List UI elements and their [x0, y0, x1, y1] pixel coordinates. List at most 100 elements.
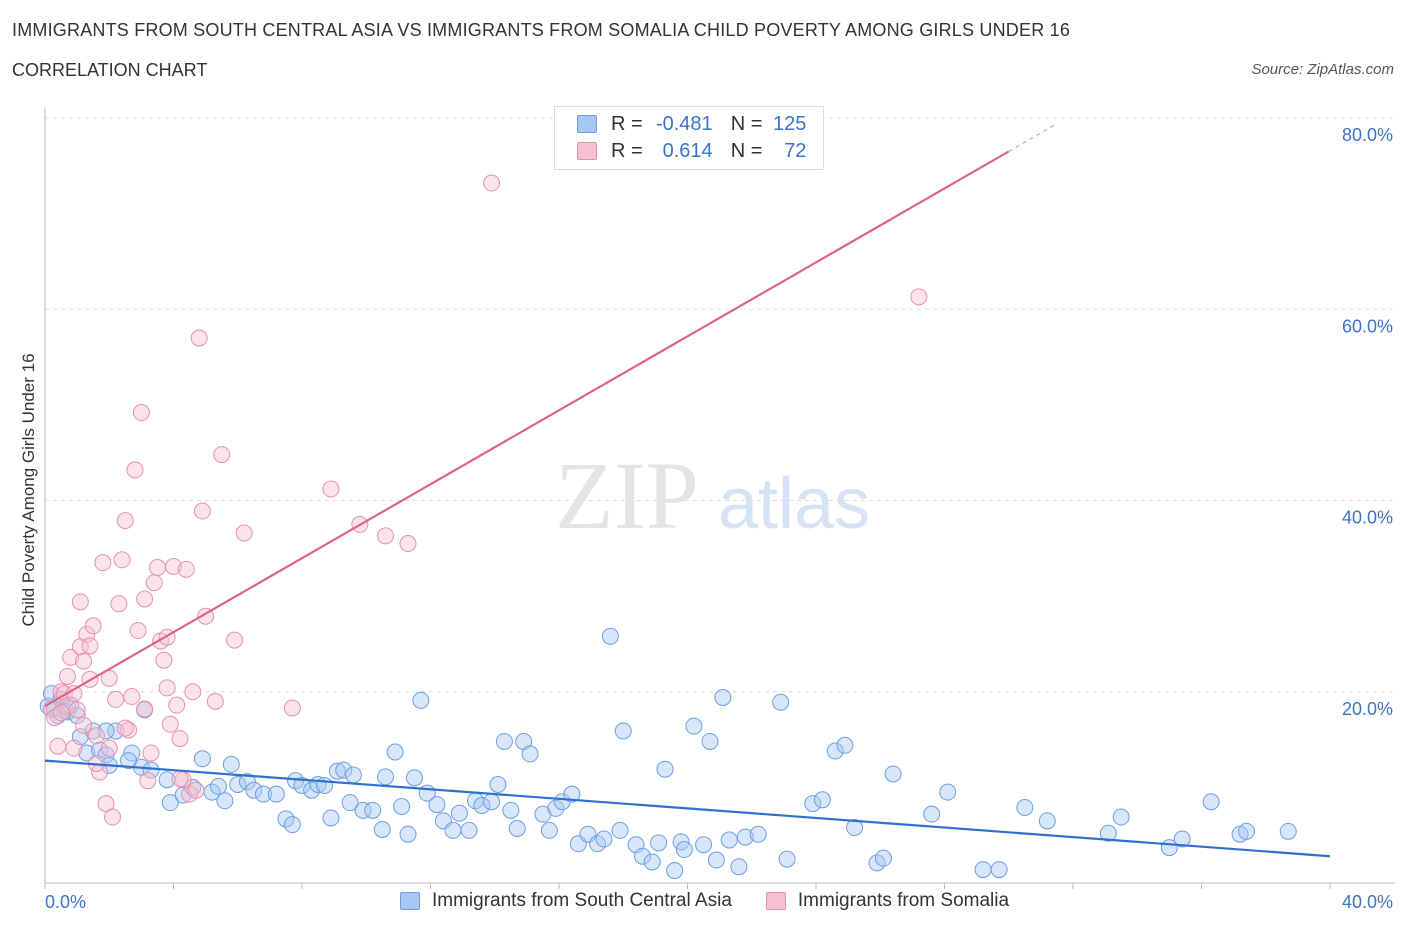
watermark-zip: ZIP	[555, 442, 699, 549]
point-south-central-asia	[707, 851, 725, 869]
point-somalia	[65, 739, 83, 757]
point-south-central-asia	[990, 861, 1008, 879]
trend-line-somalia	[44, 150, 1010, 708]
point-south-central-asia	[601, 627, 619, 645]
legend-item-south-central-asia[interactable]: Immigrants from South Central Asia	[400, 890, 732, 912]
watermark: ZIP atlas	[555, 442, 870, 549]
point-south-central-asia	[254, 785, 272, 803]
point-somalia	[139, 772, 157, 790]
point-somalia	[187, 781, 205, 799]
point-somalia	[171, 730, 189, 748]
point-somalia	[129, 622, 147, 640]
point-south-central-asia	[97, 722, 115, 740]
point-south-central-asia	[405, 769, 423, 787]
legend-label: Immigrants from South Central Asia	[432, 890, 732, 911]
point-south-central-asia	[303, 781, 321, 799]
point-south-central-asia	[1173, 830, 1191, 848]
point-south-central-asia	[874, 849, 892, 867]
point-south-central-asia	[341, 794, 359, 812]
point-south-central-asia	[460, 821, 478, 839]
point-south-central-asia	[107, 722, 125, 740]
series-somalia	[42, 174, 928, 826]
legend-item-somalia[interactable]: Immigrants from Somalia	[765, 890, 1009, 912]
point-south-central-asia	[393, 798, 411, 815]
x-tick-label: 40.0%	[1342, 892, 1393, 912]
r-label: R =	[611, 112, 643, 135]
point-somalia	[84, 617, 102, 635]
point-south-central-asia	[1202, 793, 1220, 811]
point-somalia	[136, 590, 154, 608]
point-somalia	[155, 651, 173, 669]
y-tick-label: 60.0%	[1342, 316, 1393, 336]
point-south-central-asia	[450, 804, 468, 822]
point-south-central-asia	[923, 805, 941, 823]
point-south-central-asia	[701, 732, 719, 750]
point-somalia	[116, 512, 134, 530]
point-south-central-asia	[428, 796, 446, 814]
point-south-central-asia	[656, 760, 674, 778]
point-south-central-asia	[483, 793, 501, 811]
point-south-central-asia	[714, 688, 732, 706]
legend-swatch-pink	[765, 892, 786, 910]
point-south-central-asia	[335, 761, 353, 779]
point-south-central-asia	[473, 797, 491, 815]
legend-swatch-blue	[400, 892, 420, 910]
point-somalia	[75, 716, 93, 734]
point-somalia	[206, 692, 224, 710]
point-south-central-asia	[373, 820, 391, 838]
point-south-central-asia	[1099, 824, 1117, 842]
point-somalia	[193, 502, 211, 520]
point-somalia	[168, 696, 186, 714]
point-south-central-asia	[238, 773, 256, 791]
point-somalia	[126, 461, 144, 479]
point-somalia	[100, 739, 118, 757]
point-somalia	[399, 535, 417, 553]
point-somalia	[49, 737, 67, 755]
trend-lines	[44, 123, 1331, 858]
point-south-central-asia	[78, 744, 96, 762]
point-somalia	[120, 721, 138, 739]
point-south-central-asia	[813, 791, 831, 809]
tick-labels: 20.0% 40.0% 60.0% 80.0% 0.0% 40.0%	[45, 125, 1393, 912]
point-south-central-asia	[634, 847, 652, 865]
point-somalia	[483, 174, 501, 192]
point-somalia	[158, 679, 176, 697]
point-somalia	[177, 560, 195, 578]
point-somalia	[213, 446, 231, 464]
point-somalia	[52, 704, 70, 722]
point-south-central-asia	[666, 862, 684, 880]
point-somalia	[283, 699, 301, 717]
point-south-central-asia	[695, 836, 713, 854]
point-somalia	[116, 719, 134, 737]
point-south-central-asia	[444, 821, 462, 839]
point-somalia	[171, 770, 189, 788]
trend-line-south-central-asia	[44, 759, 1331, 858]
point-somalia	[107, 690, 125, 708]
point-south-central-asia	[209, 777, 227, 795]
point-south-central-asia	[495, 732, 513, 750]
n-label: N =	[730, 139, 763, 162]
point-somalia	[322, 480, 340, 498]
chart-subtitle: CORRELATION CHART	[12, 60, 208, 80]
point-somalia	[145, 574, 163, 592]
y-tick-label: 40.0%	[1342, 508, 1393, 528]
point-south-central-asia	[521, 745, 539, 763]
point-somalia	[75, 652, 93, 670]
point-somalia	[58, 667, 76, 685]
point-south-central-asia	[399, 825, 417, 843]
point-south-central-asia	[720, 831, 738, 849]
point-south-central-asia	[730, 858, 748, 876]
point-somalia	[161, 715, 179, 733]
r-value: -0.481	[655, 112, 713, 135]
point-south-central-asia	[736, 828, 754, 846]
point-somalia	[184, 683, 202, 701]
point-south-central-asia	[120, 752, 138, 770]
r-label: R =	[611, 139, 643, 162]
point-south-central-asia	[778, 850, 796, 868]
point-south-central-asia	[650, 834, 668, 852]
point-south-central-asia	[1279, 822, 1297, 840]
point-south-central-asia	[939, 783, 957, 801]
point-south-central-asia	[222, 755, 240, 773]
point-somalia	[81, 637, 99, 655]
point-south-central-asia	[749, 825, 767, 843]
